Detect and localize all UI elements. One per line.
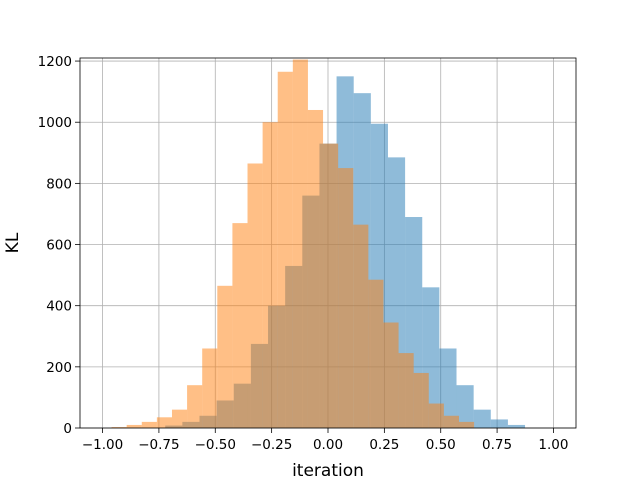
- histogram-bar: [456, 385, 474, 428]
- y-tick-label: 1200: [38, 54, 72, 70]
- y-axis-ticks: 0 200 400 600 800 1000 1200: [38, 54, 80, 437]
- histogram-bar: [443, 415, 459, 428]
- x-tick-label: −0.75: [138, 437, 179, 453]
- histogram-bar: [338, 168, 354, 428]
- histogram-series-2: [111, 59, 475, 429]
- histogram-bar: [413, 372, 429, 428]
- y-tick-label: 400: [46, 299, 72, 315]
- x-axis-ticks: −1.00 −0.75 −0.50 −0.25 0.00 0.25 0.50 0.75 1.00: [82, 428, 568, 453]
- histogram-bar: [171, 409, 188, 428]
- y-tick-label: 600: [46, 238, 72, 254]
- histogram-bar: [473, 409, 491, 428]
- histogram-bar: [307, 109, 324, 429]
- x-tick-label: 0.50: [426, 437, 456, 453]
- histogram-bar: [262, 122, 278, 428]
- histogram-bar: [323, 143, 339, 429]
- histogram-bar: [232, 223, 248, 428]
- x-tick-label: 0.00: [313, 437, 343, 453]
- x-tick-label: −0.25: [251, 437, 292, 453]
- histogram-bar: [247, 163, 263, 429]
- x-tick-label: 0.25: [369, 437, 399, 453]
- histogram-bar: [111, 427, 127, 428]
- histogram-bar: [428, 403, 444, 428]
- y-tick-label: 0: [63, 421, 72, 437]
- y-axis-title: KL: [3, 232, 23, 253]
- histogram-bar: [217, 285, 233, 428]
- histogram-bar: [187, 385, 203, 428]
- x-axis-title: iteration: [292, 461, 364, 480]
- x-tick-label: 1.00: [538, 437, 568, 453]
- histogram-bar: [156, 417, 172, 428]
- histogram-bar: [202, 348, 218, 428]
- histogram-bar: [126, 424, 142, 428]
- histogram-bar: [141, 421, 157, 428]
- x-tick-label: −0.50: [195, 437, 236, 453]
- histogram-bar: [507, 424, 526, 428]
- y-tick-label: 200: [46, 360, 72, 376]
- histogram-bar: [292, 59, 308, 428]
- histogram-bar: [490, 419, 508, 428]
- histogram-bar: [353, 224, 369, 428]
- histogram-bar: [383, 322, 399, 428]
- histogram-bar: [398, 353, 414, 428]
- y-tick-label: 1000: [38, 115, 72, 131]
- x-tick-label: −1.00: [82, 437, 123, 453]
- histogram-bar: [277, 71, 293, 429]
- x-tick-label: 0.75: [482, 437, 512, 453]
- y-tick-label: 800: [46, 176, 72, 192]
- histogram-bar: [458, 421, 475, 428]
- histogram-bars: [111, 59, 526, 429]
- histogram-bar: [368, 279, 384, 428]
